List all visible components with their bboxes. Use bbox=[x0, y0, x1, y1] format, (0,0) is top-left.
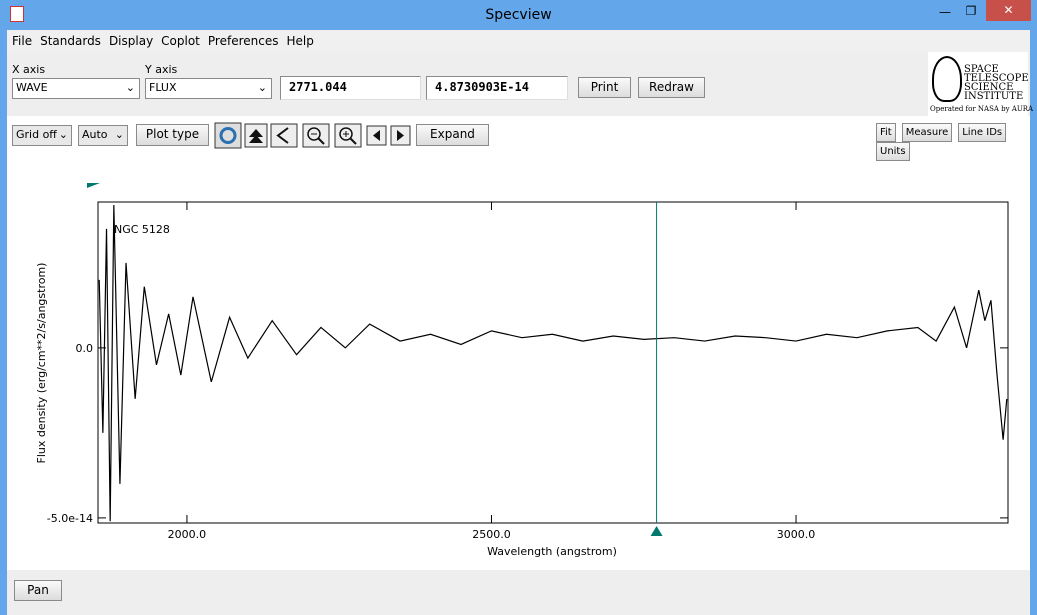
right-toolbar: Fit Measure Line IDs Units bbox=[876, 123, 1037, 161]
title-bar: Specview — ❐ ✕ bbox=[0, 0, 1037, 30]
x-axis-value: WAVE bbox=[16, 81, 48, 94]
logo-line: SCIENCE bbox=[964, 82, 1014, 93]
logo-mark bbox=[932, 56, 962, 102]
y-axis-value: FLUX bbox=[149, 81, 177, 94]
scale-value: Auto bbox=[82, 128, 108, 141]
y-tick-label: -5.0e-14 bbox=[47, 512, 93, 525]
annotation: NGC 5128 bbox=[114, 223, 170, 236]
y-tick-label: 0.0 bbox=[76, 342, 94, 355]
y-readout[interactable]: 4.8730903E-14 bbox=[426, 76, 568, 100]
zoom-in-button[interactable] bbox=[334, 123, 362, 148]
x-axis-title: Wavelength (angstrom) bbox=[487, 545, 617, 558]
toolbar-button[interactable]: Measure bbox=[901, 123, 953, 142]
x-readout[interactable]: 2771.044 bbox=[280, 76, 421, 100]
chart: NGC 5128 Wavelength (angstrom) Flux dens… bbox=[35, 183, 1009, 558]
prev-button[interactable] bbox=[366, 125, 387, 146]
logo-caption: Operated for NASA by AURA bbox=[930, 105, 1034, 113]
cursor-marker bbox=[650, 526, 663, 536]
refresh-button[interactable] bbox=[214, 122, 242, 149]
menu-bar: File Standards Display Coplot Preferences Hel… bbox=[7, 30, 1030, 52]
frame-right bbox=[1030, 30, 1037, 615]
maximize[interactable]: ❐ bbox=[965, 4, 977, 18]
footer-panel bbox=[7, 570, 1030, 615]
toolbar-button[interactable]: Units bbox=[876, 142, 910, 161]
logo-text: SPACE TELESCOPE SCIENCE INSTITUTE bbox=[964, 64, 1029, 102]
menu-item[interactable]: Coplot bbox=[161, 34, 200, 48]
window-title: Specview bbox=[485, 7, 552, 23]
minimize[interactable]: — bbox=[939, 5, 951, 19]
scale-select[interactable]: Auto ⌄ bbox=[78, 125, 128, 146]
logo-line: INSTITUTE bbox=[964, 91, 1024, 102]
icon-toolbar bbox=[214, 122, 411, 149]
spectrum-line bbox=[98, 205, 1008, 522]
zoom-out-button[interactable] bbox=[302, 123, 330, 148]
y-axis-select[interactable]: FLUX ⌄ bbox=[145, 78, 272, 99]
menu-item[interactable]: File bbox=[12, 34, 33, 48]
back-button[interactable] bbox=[270, 123, 298, 148]
print-button[interactable]: Print bbox=[578, 77, 631, 98]
x-tick-label: 3000.0 bbox=[777, 528, 816, 541]
plot-frame bbox=[97, 201, 1009, 524]
plot-type-button[interactable]: Plot type bbox=[136, 124, 209, 146]
top-button[interactable] bbox=[244, 123, 268, 148]
x-axis-select[interactable]: WAVE ⌄ bbox=[12, 78, 140, 99]
toolbar-button[interactable]: Fit bbox=[876, 123, 896, 142]
stsci-logo: SPACE TELESCOPE SCIENCE INSTITUTE Operated … bbox=[928, 52, 1033, 116]
redraw-button[interactable]: Redraw bbox=[638, 77, 705, 98]
x-axis-label: X axis bbox=[12, 63, 46, 76]
grid-select[interactable]: Grid off ⌄ bbox=[12, 125, 72, 146]
expand-button[interactable]: Expand bbox=[416, 124, 489, 146]
menu-item[interactable]: Standards bbox=[40, 34, 101, 48]
app-icon bbox=[10, 6, 24, 22]
toolbar-button[interactable]: Line IDs bbox=[958, 123, 1007, 142]
marker-pointer bbox=[87, 183, 100, 188]
frame-left bbox=[0, 30, 7, 615]
grid-value: Grid off bbox=[16, 128, 57, 141]
x-tick-label: 2000.0 bbox=[168, 528, 207, 541]
y-axis-label: Y axis bbox=[145, 63, 178, 76]
close[interactable]: ✕ bbox=[986, 0, 1031, 21]
menu-item[interactable]: Preferences bbox=[207, 34, 279, 48]
menu-item[interactable]: Help bbox=[286, 34, 314, 48]
next-button[interactable] bbox=[390, 125, 411, 146]
logo-line: SPACE bbox=[964, 64, 999, 75]
menu-item[interactable]: Display bbox=[108, 34, 154, 48]
pan-button[interactable]: Pan bbox=[14, 580, 62, 601]
y-axis-title: Flux density (erg/cm**2/s/angstrom) bbox=[35, 263, 48, 464]
x-tick-label: 2500.0 bbox=[472, 528, 511, 541]
logo-line: TELESCOPE bbox=[964, 73, 1029, 84]
